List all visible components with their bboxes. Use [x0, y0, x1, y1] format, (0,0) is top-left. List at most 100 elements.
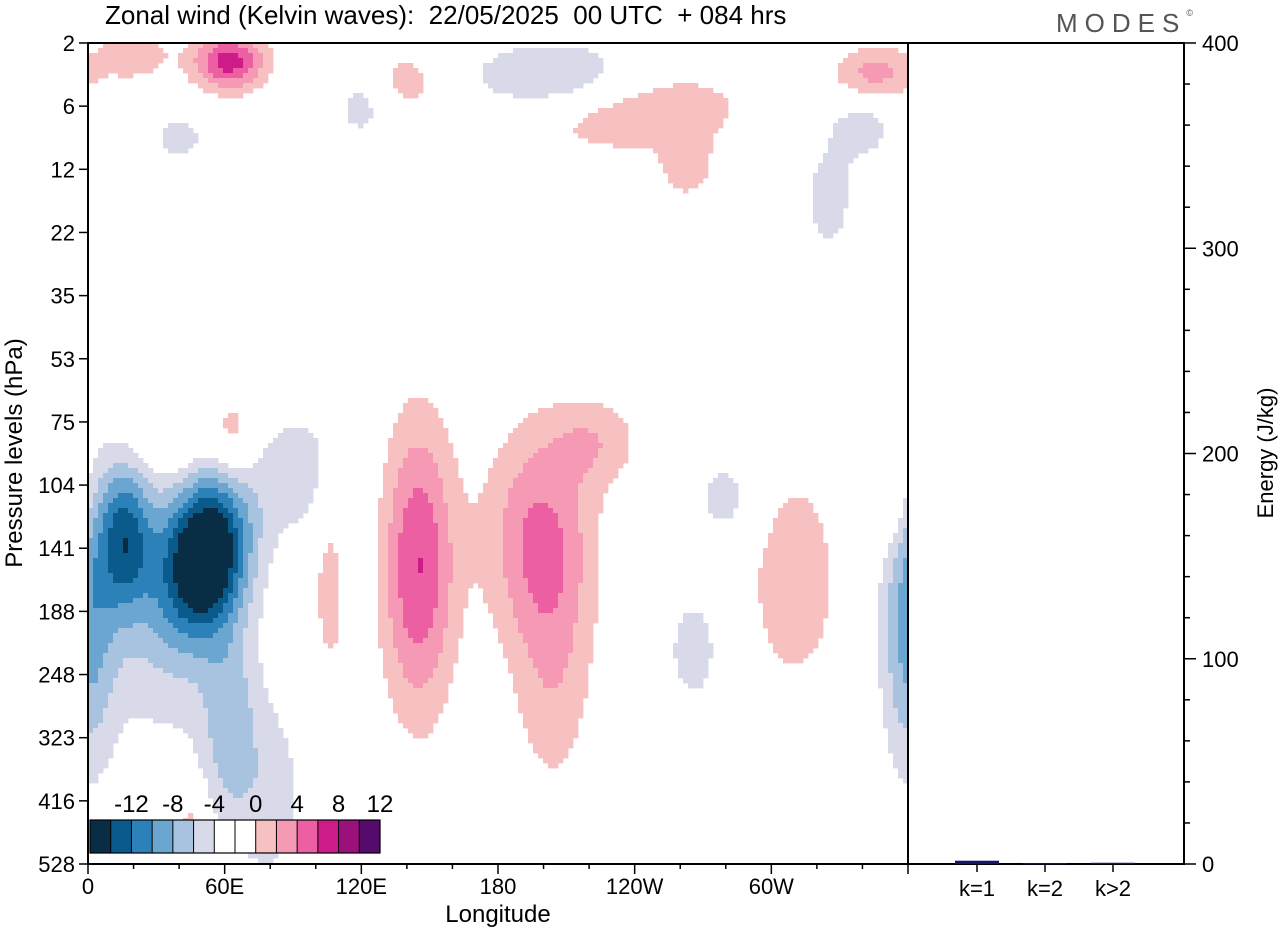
field-cell-3836	[408, 573, 414, 579]
field-cell-621	[668, 93, 674, 99]
field-cell-367	[98, 73, 104, 79]
field-cell-4874	[778, 623, 784, 629]
field-cell-869	[703, 128, 709, 134]
field-cell-251	[403, 63, 409, 69]
field-cell-4385	[788, 598, 794, 604]
field-cell-267	[553, 63, 559, 69]
field-cell-3013	[183, 533, 189, 539]
field-cell-3153	[503, 538, 509, 544]
field-cell-4455	[463, 603, 469, 609]
field-cell-2500	[798, 503, 804, 509]
field-cell-4678	[778, 613, 784, 619]
field-cell-4154	[458, 588, 464, 594]
field-cell-1646	[298, 458, 304, 464]
field-cell-1351	[543, 428, 549, 434]
field-cell-2675	[508, 513, 514, 519]
field-cell-4423	[208, 603, 214, 609]
field-cell-4172	[563, 588, 569, 594]
field-cell-2437	[263, 503, 269, 509]
field-cell-2950	[438, 528, 444, 534]
field-cell-2854	[433, 523, 439, 529]
field-cell-774	[668, 118, 674, 124]
field-cell-2234	[208, 493, 214, 499]
field-cell-1591	[423, 453, 429, 459]
field-cell-4648	[453, 613, 459, 619]
field-cell-1739	[498, 463, 504, 469]
field-cell-3811	[193, 573, 199, 579]
field-cell-659	[358, 103, 364, 109]
field-cell-2030	[113, 483, 119, 489]
field-cell-298	[123, 68, 129, 74]
field-cell-3676	[793, 563, 799, 569]
field-cell-4936	[428, 628, 434, 634]
field-cell-4593	[903, 608, 909, 614]
field-cell-4767	[588, 618, 594, 624]
field-cell-15	[208, 43, 214, 49]
field-cell-4237	[333, 593, 339, 599]
field-cell-2145	[223, 488, 229, 494]
field-cell-1143	[828, 193, 834, 199]
field-cell-4913	[208, 628, 214, 634]
field-cell-501	[248, 83, 254, 89]
field-cell-1588	[408, 453, 414, 459]
field-cell-90	[133, 53, 139, 59]
field-cell-405	[538, 73, 544, 79]
field-cell-2893	[803, 523, 809, 529]
field-cell-2051	[218, 483, 224, 489]
field-cell-2830	[223, 523, 229, 529]
field-cell-2923	[208, 528, 214, 534]
field-cell-2427	[213, 503, 219, 509]
field-cell-3118	[228, 538, 234, 544]
field-cell-1174	[818, 218, 824, 224]
field-cell-4734	[393, 618, 399, 624]
field-cell-2385	[573, 498, 579, 504]
field-cell-884	[173, 133, 179, 139]
field-cell-2299	[718, 493, 724, 499]
field-cell-3169	[583, 538, 589, 544]
field-cell-2075	[403, 483, 409, 489]
field-cell-1232	[228, 413, 234, 419]
field-cell-3843	[443, 573, 449, 579]
field-cell-3778	[793, 568, 799, 574]
field-cell-1234	[398, 413, 404, 419]
field-cell-2393	[718, 498, 724, 504]
field-cell-2804	[93, 523, 99, 529]
field-cell-2788	[578, 518, 584, 524]
field-cell-4224	[213, 593, 219, 599]
field-cell-635	[363, 98, 369, 104]
field-cell-1720	[303, 463, 309, 469]
field-cell-4765	[578, 618, 584, 624]
field-cell-3919	[218, 578, 224, 584]
field-cell-3892	[903, 573, 909, 579]
field-cell-4673	[693, 613, 699, 619]
field-cell-2026	[93, 483, 99, 489]
field-cell-3062	[528, 533, 534, 539]
field-cell-3355	[538, 548, 544, 554]
field-cell-2016	[588, 478, 594, 484]
field-cell-2377	[533, 498, 539, 504]
field-cell-3554	[523, 558, 529, 564]
field-cell-2930	[243, 528, 249, 534]
field-cell-2670	[483, 513, 489, 519]
field-cell-3652	[508, 563, 514, 569]
field-cell-102	[203, 53, 209, 59]
field-cell-3032	[378, 533, 384, 539]
field-cell-4880	[808, 623, 814, 629]
field-cell-1292	[223, 423, 229, 429]
field-cell-2325	[198, 498, 204, 504]
field-cell-1377	[403, 433, 409, 439]
field-cell-133	[583, 53, 589, 59]
field-cell-3491	[118, 558, 124, 564]
field-cell-3933	[378, 578, 384, 584]
field-cell-1140	[813, 193, 819, 199]
field-cell-4892	[103, 628, 109, 634]
field-cell-1749	[548, 463, 554, 469]
field-cell-749	[853, 113, 859, 119]
field-cell-474	[578, 78, 584, 84]
field-cell-772	[658, 118, 664, 124]
field-cell-3564	[573, 558, 579, 564]
field-cell-75	[868, 48, 874, 54]
field-cell-831	[853, 123, 859, 129]
field-cell-672	[668, 103, 674, 109]
field-cell-35	[138, 48, 144, 54]
